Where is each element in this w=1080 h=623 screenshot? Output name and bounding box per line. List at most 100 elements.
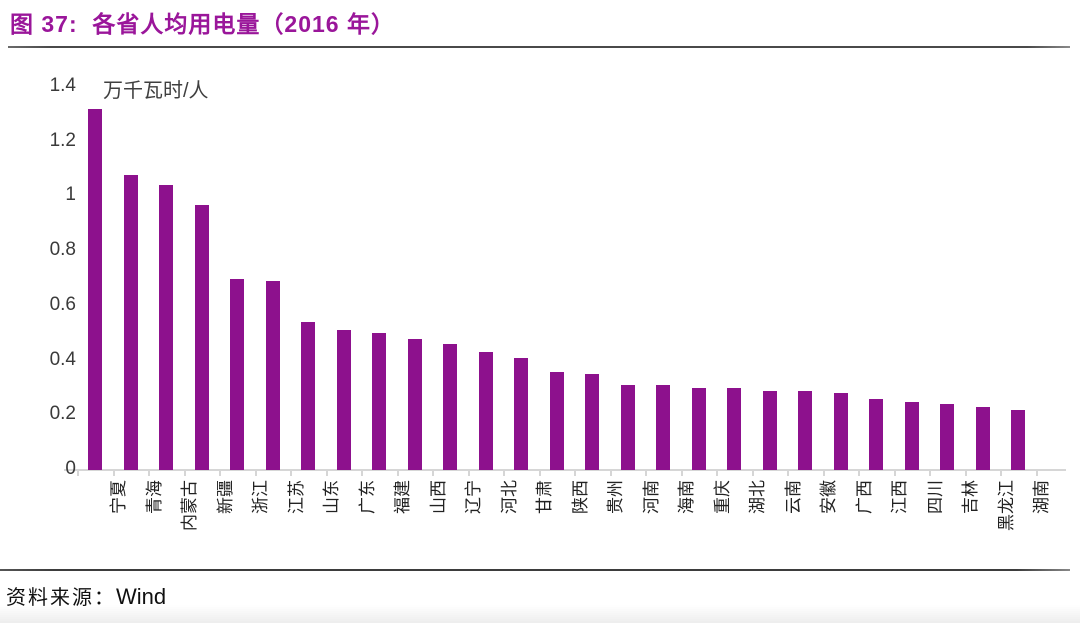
bar-宁夏 [88, 108, 102, 470]
x-axis-tick [929, 470, 932, 476]
y-tick-label: 0.8 [49, 239, 76, 261]
title-divider [8, 46, 1070, 48]
y-tick-label: 0.2 [49, 403, 76, 425]
y-tick-label: 0 [65, 458, 76, 480]
bar-贵州 [585, 374, 599, 470]
x-tick-label: 四川 [925, 480, 945, 514]
x-axis-tick [219, 470, 222, 476]
bar-湖北 [727, 387, 741, 470]
footer-divider [0, 569, 1070, 571]
source-line: 资料来源：Wind [6, 581, 166, 610]
x-tick-label: 广西 [854, 480, 874, 514]
y-tick-label: 1.2 [49, 129, 76, 151]
x-axis-tick [77, 470, 80, 476]
x-axis-tick [680, 470, 683, 476]
bar-广西 [833, 393, 848, 470]
x-axis-tick [893, 470, 896, 476]
x-tick-label: 河南 [641, 480, 661, 514]
x-tick-label: 陕西 [570, 480, 590, 514]
bar-吉林 [940, 404, 954, 470]
x-tick-label: 黑龙江 [996, 480, 1016, 531]
x-tick-label: 福建 [393, 480, 412, 514]
bar-内蒙古 [159, 185, 173, 470]
x-tick-label: 辽宁 [464, 480, 483, 514]
source-label: 资料来源： [6, 585, 116, 609]
x-axis-tick [858, 470, 861, 476]
x-axis-tick [574, 470, 577, 476]
x-axis-tick [609, 470, 612, 476]
bar-云南 [762, 390, 777, 470]
x-axis-tick [503, 470, 506, 476]
x-axis-tick [1000, 470, 1003, 476]
bar-河北 [478, 352, 493, 470]
bar-辽宁 [443, 344, 457, 470]
x-axis-tick [254, 470, 257, 476]
bar-甘肃 [514, 357, 528, 470]
bar-黑龙江 [975, 407, 990, 470]
x-tick-label: 浙江 [251, 480, 270, 514]
bar-江苏 [265, 281, 280, 470]
y-tick-label: 1 [65, 184, 76, 206]
bar-陕西 [549, 371, 564, 470]
bar-江西 [869, 398, 883, 470]
x-tick-label: 山东 [322, 480, 341, 514]
x-tick-label: 安徽 [819, 480, 838, 514]
bar-青海 [123, 174, 138, 470]
x-axis-tick [751, 470, 754, 476]
x-tick-label: 甘肃 [535, 480, 554, 514]
x-tick-label: 云南 [783, 480, 803, 514]
x-axis-tick [396, 470, 399, 476]
x-tick-label: 湖南 [1032, 480, 1051, 514]
x-tick-label: 宁夏 [109, 480, 128, 514]
bar-新疆 [194, 204, 209, 470]
bar-chart: 万千瓦时/人 0 0.2 0.4 0.6 0.8 1 1.2 1.4 宁夏 青海 内蒙古 新疆 浙江 江苏… [49, 75, 1066, 531]
x-tick-label: 山西 [428, 480, 448, 514]
figure-title: 图 37: 各省人均用电量（2016 年） [10, 11, 395, 37]
x-axis-tick [787, 470, 790, 476]
x-axis-tick [432, 470, 435, 476]
x-tick-label: 河北 [499, 480, 519, 514]
bar-广东 [336, 330, 351, 470]
bar-海南 [656, 385, 670, 470]
y-tick-label: 0.4 [49, 348, 76, 370]
bar-湖南 [1011, 409, 1025, 470]
bar-福建 [372, 333, 386, 470]
x-axis-tick [467, 470, 470, 476]
x-tick-label: 贵州 [606, 480, 625, 514]
x-tick-label: 江西 [890, 480, 909, 514]
x-axis-tick [361, 470, 364, 476]
x-axis-tick [538, 470, 541, 476]
x-axis-tick [645, 470, 648, 476]
x-tick-label: 湖北 [748, 480, 767, 514]
x-tick-label: 吉林 [961, 480, 980, 514]
x-tick-label: 广东 [357, 480, 377, 514]
y-tick-label: 1.4 [49, 75, 76, 97]
bottom-shade [0, 605, 1080, 623]
x-tick-label: 重庆 [712, 480, 732, 514]
x-axis-tick [112, 470, 115, 476]
x-axis-tick [148, 470, 151, 476]
bar-河南 [620, 385, 635, 470]
bar-安徽 [798, 390, 812, 470]
x-axis-tick [1035, 470, 1038, 476]
bar-浙江 [230, 278, 244, 470]
x-axis-tick [716, 470, 719, 476]
x-axis-tick [822, 470, 825, 476]
x-axis-tick [964, 470, 967, 476]
source-value: Wind [116, 584, 167, 609]
x-tick-label: 江苏 [286, 480, 306, 514]
x-axis-tick [290, 470, 293, 476]
bar-山西 [407, 338, 422, 470]
x-tick-label: 青海 [144, 480, 164, 514]
x-tick-label: 内蒙古 [180, 480, 199, 531]
x-axis-line [64, 469, 1066, 471]
x-tick-label: 新疆 [215, 480, 235, 514]
bar-四川 [904, 401, 919, 470]
x-axis-tick [183, 470, 186, 476]
x-axis-tick [325, 470, 328, 476]
y-axis-unit-label: 万千瓦时/人 [103, 80, 209, 102]
bar-山东 [301, 322, 315, 470]
x-tick-label: 海南 [677, 480, 696, 514]
y-tick-label: 0.6 [49, 293, 76, 315]
